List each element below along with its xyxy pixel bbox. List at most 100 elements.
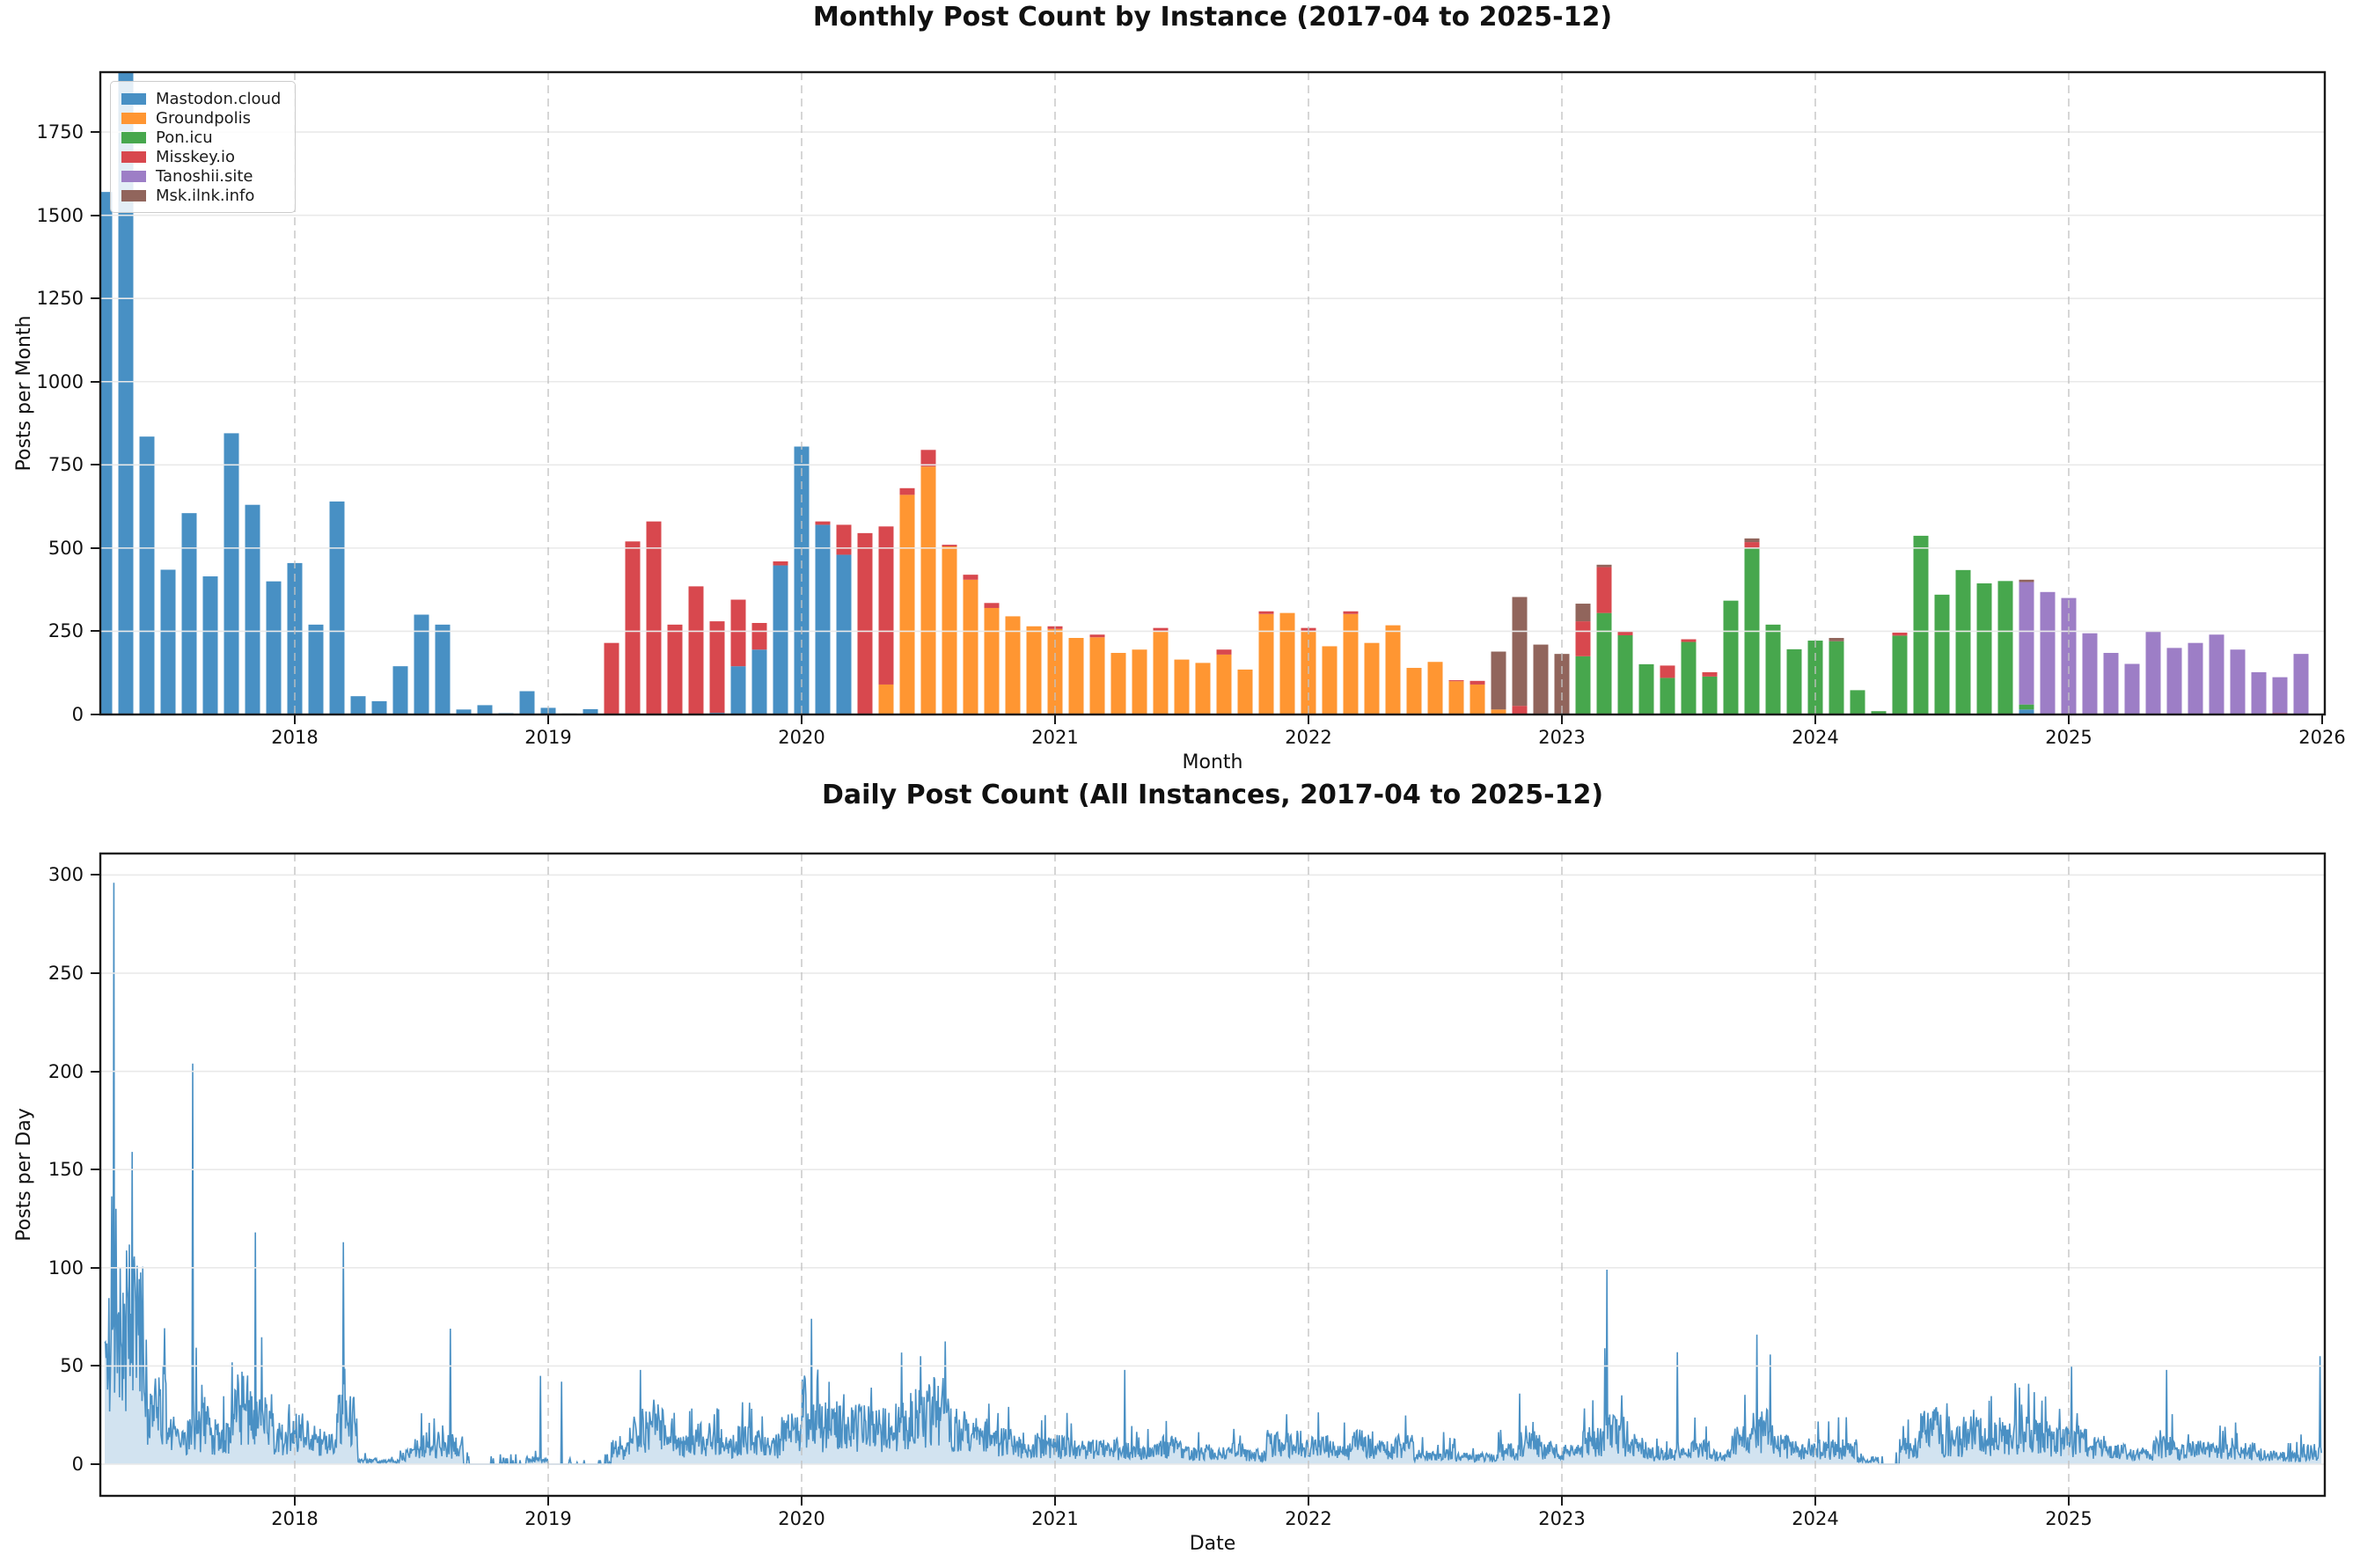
y-tick-label: 1750: [36, 121, 84, 143]
bar-segment-Misskey.io: [1216, 649, 1232, 655]
x-tick-mark: [547, 714, 549, 724]
x-tick-mark: [2068, 1496, 2070, 1506]
axes-spines: [99, 70, 2327, 1498]
bar-segment-Groundpolis: [1279, 612, 1295, 714]
bar-segment-Misskey.io: [942, 545, 957, 546]
legend-swatch-icon: [121, 170, 146, 182]
monthly-chart-title: Monthly Post Count by Instance (2017-04 …: [812, 2, 1613, 33]
y-tick-label: 0: [71, 704, 84, 725]
bar-segment-Groundpolis: [1448, 681, 1464, 714]
bar-segment-Misskey.io: [1596, 567, 1612, 613]
legend-swatch-icon: [121, 189, 146, 201]
bar-segment-Mastodon.cloud: [287, 562, 303, 714]
bar-segment-Groundpolis: [1132, 649, 1147, 714]
x-tick-label: 2021: [1031, 1508, 1079, 1529]
x-tick-mark: [1561, 1496, 1563, 1506]
bar-segment-Misskey.io: [963, 575, 978, 580]
bar-segment-Tanoshii.site: [2166, 648, 2182, 714]
x-tick-label: 2025: [2045, 1508, 2092, 1529]
x-tick-label: 2024: [1792, 727, 1839, 748]
bar-segment-Pon.icu: [1617, 634, 1633, 714]
y-tick-label: 100: [48, 1257, 84, 1279]
x-tick-label: 2023: [1538, 1508, 1586, 1529]
y-tick-label: 1250: [36, 288, 84, 310]
bar-segment-Tanoshii.site: [2272, 677, 2288, 714]
bar-segment-Mastodon.cloud: [815, 524, 831, 714]
x-tick-mark: [1308, 714, 1309, 724]
bar-segment-Tanoshii.site: [2040, 591, 2056, 714]
y-tick-mark: [91, 1365, 100, 1367]
y-tick-label: 1000: [36, 370, 84, 392]
bar-segment-Pon.icu: [1786, 648, 1802, 714]
y-tick-label: 0: [71, 1454, 84, 1475]
x-tick-mark: [1561, 714, 1563, 724]
bar-segment-Mastodon.cloud: [773, 565, 788, 714]
y-tick-mark: [91, 1169, 100, 1171]
bar-segment-Groundpolis: [1089, 637, 1105, 714]
legend-label: Mastodon.cloud: [156, 89, 282, 108]
y-tick-mark: [91, 546, 100, 549]
legend-label: Tanoshii.site: [156, 166, 253, 186]
bar-segment-Pon.icu: [1955, 569, 1971, 714]
legend-label: Msk.ilnk.info: [156, 186, 255, 205]
bar-segment-Misskey.io: [899, 487, 915, 495]
bar-segment-Mastodon.cloud: [435, 624, 451, 714]
bar-segment-Mastodon.cloud: [181, 513, 197, 714]
bar-segment-Mastodon.cloud: [118, 72, 134, 714]
y-tick-label: 150: [48, 1159, 84, 1181]
bar-segment-Tanoshii.site: [2209, 634, 2224, 714]
bar-segment-Tanoshii.site: [2251, 671, 2267, 714]
legend-swatch-icon: [121, 112, 146, 124]
x-tick-label: 2018: [271, 1508, 319, 1529]
bar-segment-Groundpolis: [1364, 642, 1380, 714]
x-tick-label: 2022: [1285, 727, 1332, 748]
bar-segment-Misskey.io: [667, 624, 683, 714]
legend-item-Msk.ilnk.info: Msk.ilnk.info: [121, 186, 281, 205]
y-tick-label: 500: [48, 537, 84, 559]
bar-segment-Pon.icu: [1681, 641, 1697, 714]
bar-segment-Misskey.io: [1617, 631, 1633, 635]
bar-segment-Groundpolis: [1343, 613, 1359, 714]
bar-segment-Pon.icu: [1765, 624, 1781, 714]
x-tick-label: 2019: [524, 727, 572, 748]
bar-segment-Pon.icu: [1596, 612, 1612, 714]
bar-segment-Groundpolis: [963, 579, 978, 714]
bar-segment-Pon.icu: [1913, 535, 1929, 714]
legend-item-Misskey.io: Misskey.io: [121, 147, 281, 166]
y-tick-label: 1500: [36, 204, 84, 226]
bar-segment-Groundpolis: [1406, 668, 1422, 714]
bar-segment-Groundpolis: [1216, 654, 1232, 714]
bar-segment-Groundpolis: [1174, 659, 1190, 714]
x-tick-label: 2022: [1285, 1508, 1332, 1529]
bar-segment-Msk.ilnk.info: [1533, 644, 1549, 714]
y-tick-label: 750: [48, 454, 84, 476]
bar-segment-Tanoshii.site: [2019, 582, 2034, 705]
y-tick-mark: [91, 131, 100, 134]
legend-item-Tanoshii.site: Tanoshii.site: [121, 166, 281, 186]
bar-segment-Misskey.io: [1660, 665, 1675, 678]
bar-segment-Mastodon.cloud: [477, 705, 493, 714]
bar-segment-Pon.icu: [1829, 641, 1844, 714]
bar-segment-Mastodon.cloud: [139, 436, 155, 714]
bar-segment-Tanoshii.site: [2124, 663, 2140, 714]
bar-segment-Msk.ilnk.info: [2019, 579, 2034, 583]
y-tick-mark: [91, 874, 100, 876]
bar-segment-Tanoshii.site: [2230, 649, 2246, 714]
bar-segment-Mastodon.cloud: [583, 708, 598, 714]
bar-segment-Pon.icu: [1850, 690, 1865, 714]
y-tick-label: 50: [60, 1355, 84, 1377]
legend-item-Pon.icu: Pon.icu: [121, 128, 281, 147]
bar-segment-Groundpolis: [1110, 653, 1126, 714]
bar-segment-Pon.icu: [1575, 656, 1591, 714]
bar-segment-Pon.icu: [1723, 600, 1739, 714]
daily-xlabel: Date: [1189, 1533, 1236, 1555]
bar-segment-Groundpolis: [1005, 616, 1021, 714]
bar-segment-Mastodon.cloud: [350, 696, 366, 714]
bar-segment-Misskey.io: [920, 450, 936, 467]
bar-segment-Misskey.io: [857, 532, 873, 714]
bar-segment-Misskey.io: [1089, 634, 1105, 638]
bar-segment-Msk.ilnk.info: [1575, 604, 1591, 622]
x-tick-mark: [1054, 714, 1056, 724]
bar-segment-Pon.icu: [1702, 676, 1718, 714]
